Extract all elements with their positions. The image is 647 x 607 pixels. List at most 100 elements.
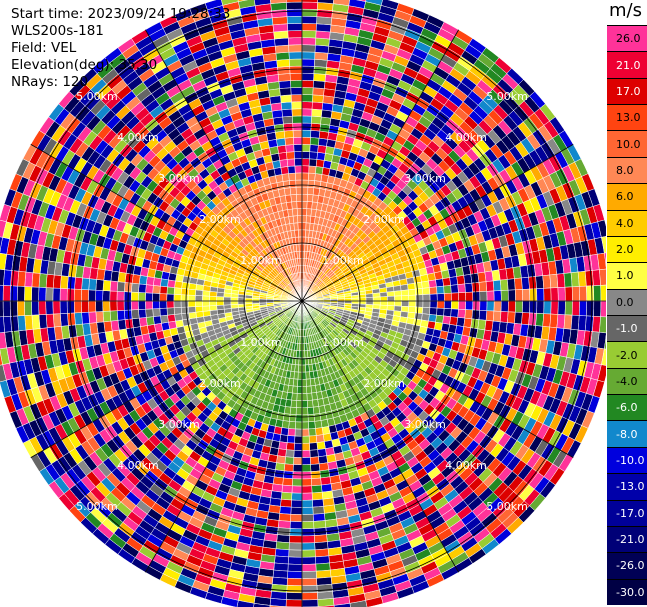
velocity-gate (314, 548, 330, 558)
velocity-gate (195, 289, 204, 297)
velocity-gate (3, 269, 13, 286)
velocity-gate (290, 499, 303, 508)
velocity-gate (166, 300, 175, 309)
velocity-gate (557, 286, 566, 302)
velocity-gate (542, 313, 552, 328)
velocity-gate (167, 314, 176, 323)
velocity-gate (301, 556, 317, 565)
velocity-gate (312, 94, 324, 104)
velocity-gate (414, 281, 423, 290)
velocity-gate (313, 413, 322, 422)
velocity-gate (296, 386, 303, 394)
velocity-gate (315, 30, 331, 40)
velocity-gate (591, 269, 601, 286)
velocity-gate (443, 292, 452, 302)
velocity-gate (301, 457, 311, 465)
velocity-gate (188, 306, 197, 314)
velocity-gate (550, 287, 559, 302)
velocity-gate (456, 317, 466, 327)
velocity-gate (52, 287, 61, 302)
velocity-gate (301, 208, 308, 216)
velocity-gate (209, 295, 217, 302)
velocity-gate (160, 314, 169, 324)
velocity-gate (131, 317, 141, 329)
velocity-gate (138, 308, 147, 319)
velocity-gate (17, 285, 26, 302)
velocity-gate (309, 144, 319, 153)
velocity-gate (187, 300, 196, 308)
velocity-gate (549, 313, 559, 329)
velocity-gate (312, 498, 324, 508)
velocity-gate (159, 293, 168, 302)
velocity-gate (422, 287, 431, 295)
velocity-gate (307, 179, 315, 189)
velocity-gate (301, 407, 309, 416)
velocity-gate (316, 441, 326, 450)
velocity-gate (436, 307, 445, 317)
velocity-gate (458, 300, 466, 310)
velocity-gate (314, 534, 328, 543)
velocity-gate (289, 406, 297, 415)
velocity-gate (2, 300, 11, 317)
velocity-gate (301, 30, 317, 39)
velocity-gate (278, 513, 292, 522)
velocity-gate (312, 506, 325, 515)
velocity-gate (307, 413, 315, 423)
velocity-gate (394, 295, 402, 302)
velocity-gate (311, 101, 324, 111)
velocity-gate (180, 294, 189, 302)
velocity-gate (499, 279, 509, 291)
velocity-gate (216, 304, 225, 311)
velocity-gate (116, 310, 126, 321)
velocity-gate (188, 288, 197, 296)
velocity-gate (443, 308, 452, 317)
velocity-gate (173, 307, 182, 315)
velocity-gate (301, 94, 314, 103)
velocity-gate (174, 313, 183, 322)
velocity-gate (166, 293, 175, 302)
velocity-gate (202, 310, 211, 317)
velocity-gate (287, 428, 296, 437)
velocity-gate (372, 300, 381, 306)
velocity-gate (401, 295, 410, 302)
velocity-gate (450, 284, 459, 294)
velocity-gate (223, 296, 232, 302)
velocity-gate (514, 300, 523, 313)
velocity-gate (318, 455, 328, 465)
velocity-gate (571, 300, 580, 316)
velocity-gate (277, 520, 291, 529)
velocity-gate (173, 300, 182, 308)
velocity-gate (449, 276, 459, 286)
velocity-gate (287, 556, 303, 565)
velocity-gate (507, 289, 516, 302)
velocity-gate (316, 9, 333, 19)
velocity-gate (195, 311, 204, 318)
velocity-gate (400, 284, 409, 291)
velocity-gate (274, 548, 290, 558)
velocity-gate (301, 478, 312, 487)
velocity-gate (306, 392, 313, 401)
velocity-gate (45, 287, 54, 302)
velocity-gate (301, 414, 309, 423)
velocity-gate (286, 592, 303, 601)
velocity-gate (429, 307, 438, 316)
velocity-gate (274, 555, 289, 565)
velocity-gate (429, 286, 438, 295)
velocity-gate (351, 297, 360, 302)
velocity-gate (292, 478, 303, 487)
velocity-gate (173, 287, 182, 295)
velocity-gate (301, 172, 309, 181)
velocity-gate (301, 144, 311, 152)
velocity-gate (294, 435, 303, 444)
velocity-gate (2, 285, 11, 302)
velocity-gate (284, 456, 295, 465)
velocity-gate (288, 421, 296, 430)
velocity-gate (543, 287, 552, 302)
velocity-gate (180, 300, 189, 308)
velocity-gate (0, 284, 4, 302)
velocity-gate (301, 16, 318, 25)
velocity-gate (414, 306, 424, 314)
velocity-gate (301, 0, 319, 3)
velocity-gate (563, 272, 573, 288)
velocity-gate (301, 1, 318, 10)
